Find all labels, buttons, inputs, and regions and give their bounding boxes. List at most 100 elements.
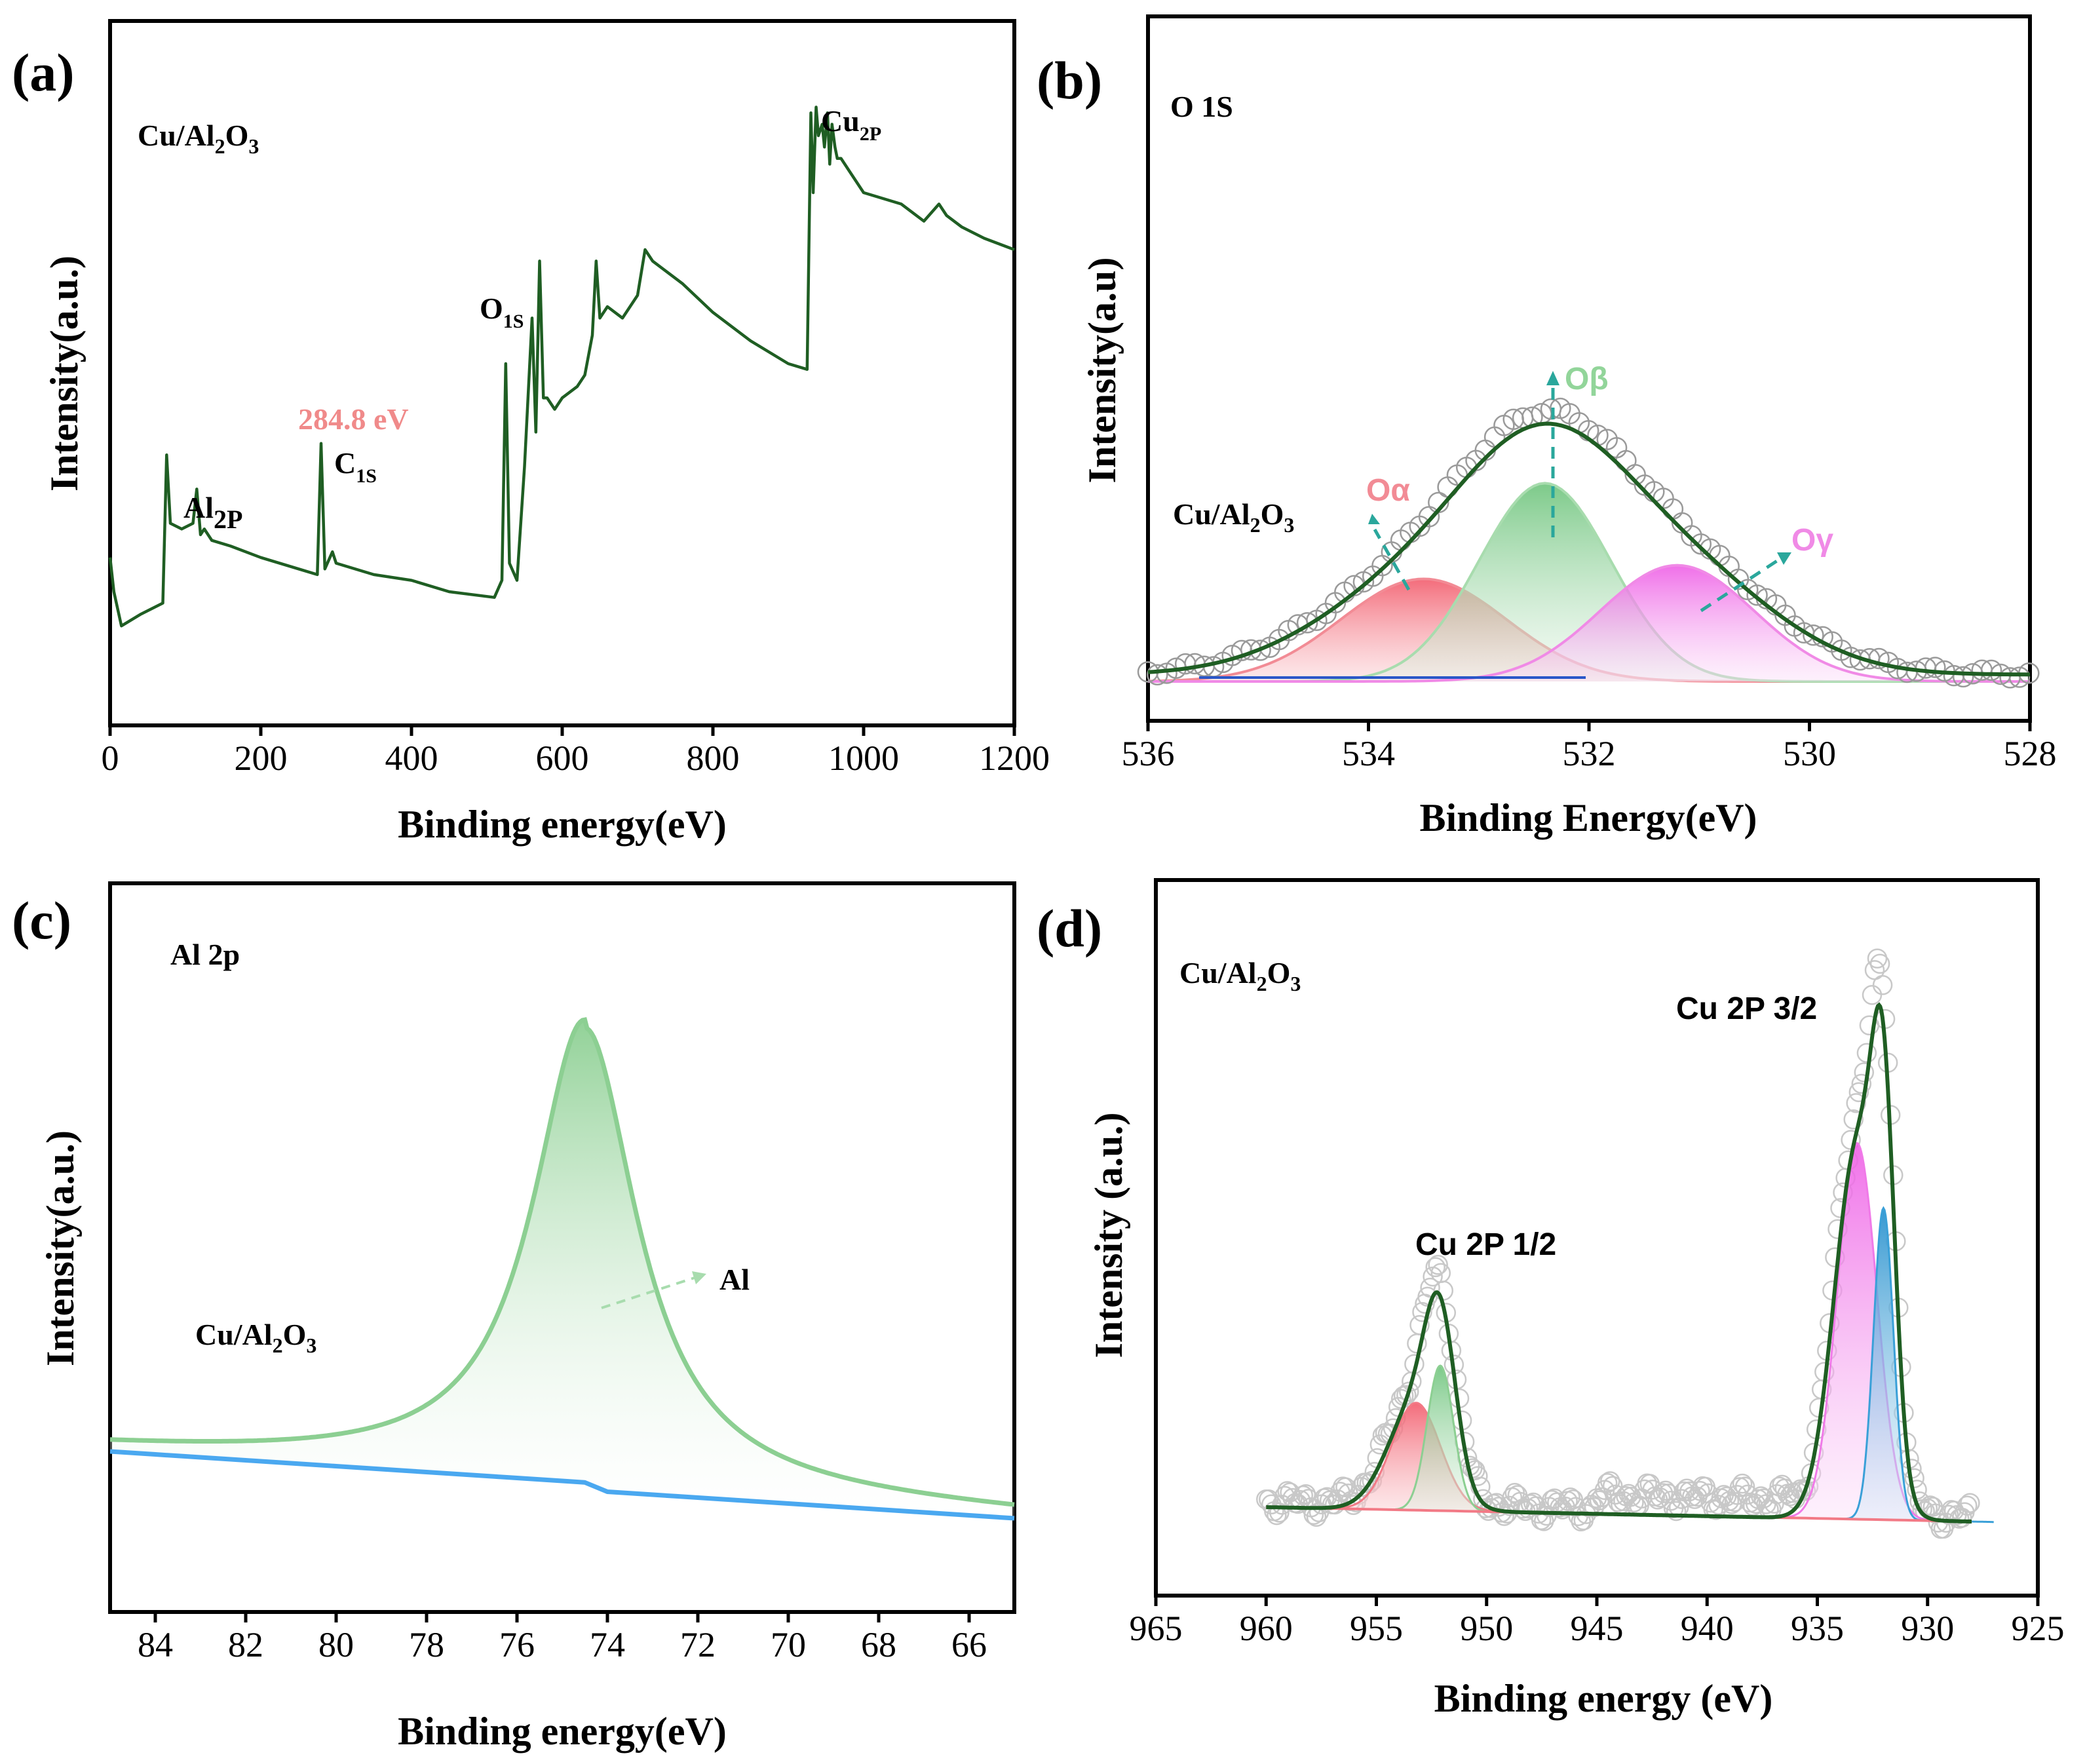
- panel-b-letter: (b): [1037, 50, 1102, 110]
- panel-b-sample-label: Cu/Al2O3: [1173, 497, 1294, 537]
- x-tick-label: 955: [1350, 1609, 1403, 1648]
- x-tick-label: 536: [1122, 734, 1175, 773]
- panel-c-arrow-al: [601, 1276, 695, 1309]
- raw-point: [1980, 659, 2002, 681]
- peak-fill: [1148, 565, 2030, 681]
- raw-point: [1957, 1495, 1978, 1516]
- x-tick-label: 940: [1681, 1609, 1734, 1648]
- panel-d-xlabel: Binding energy (eV): [1434, 1677, 1773, 1720]
- panel-b-ogamma-label: Oγ: [1791, 523, 1833, 558]
- x-tick-label: 1000: [828, 738, 899, 778]
- raw-point: [1938, 1505, 1959, 1525]
- x-tick-label: 80: [318, 1625, 354, 1664]
- panel-c-ticks: 84 82 80 78 76 74 72 70 68 66: [138, 1612, 987, 1664]
- panel-b-ticks: 536 534 532 530 528: [1122, 721, 2057, 773]
- peak-fill: [1148, 483, 2030, 681]
- x-tick-label: 945: [1571, 1609, 1624, 1648]
- panel-a-al2p-label: Al2P: [183, 491, 242, 534]
- x-tick-label: 84: [138, 1625, 173, 1664]
- x-tick-label: 0: [102, 738, 119, 778]
- panel-c-al-peak-line: [109, 1017, 1015, 1507]
- raw-point: [1147, 664, 1168, 685]
- raw-point: [1729, 1477, 1750, 1497]
- x-tick-label: 66: [951, 1625, 987, 1664]
- raw-point: [1862, 985, 1883, 1005]
- panel-a-sample-label: Cu/Al2O3: [138, 119, 259, 158]
- panel-d-ticks: 965 960 955 950 945 940 935 930 925: [1130, 1596, 2065, 1648]
- raw-point: [1295, 1484, 1316, 1505]
- x-tick-label: 72: [680, 1625, 716, 1664]
- raw-point: [1854, 1062, 1875, 1083]
- panel-d: (d) 965 960 955 950 945 940 935 930 925 Cu/Al2O3…: [1037, 878, 2065, 1720]
- panel-b-envelope: [1147, 421, 2031, 677]
- panel-b-xlabel: Binding Energy(eV): [1419, 796, 1757, 839]
- raw-point: [1425, 1257, 1445, 1278]
- panel-a-ylabel: Intensity(a.u.): [43, 256, 86, 491]
- raw-point: [1399, 1381, 1419, 1402]
- raw-point: [1671, 1489, 1692, 1509]
- x-tick-label: 925: [2012, 1609, 2065, 1648]
- panel-b-obeta-label: Oβ: [1565, 362, 1609, 396]
- panel-c-title: Al 2p: [170, 938, 240, 971]
- raw-point: [1250, 640, 1271, 661]
- panel-d-peaks: [1305, 1141, 1994, 1524]
- panel-b-oalpha-label: Oα: [1366, 473, 1410, 508]
- x-tick-label: 78: [409, 1625, 444, 1664]
- panel-c-letter: (c): [12, 891, 71, 950]
- panel-c-xlabel: Binding energy(eV): [398, 1710, 727, 1753]
- panel-c-background-line: [109, 1449, 1015, 1521]
- panel-b-arrow-oalpha: [1373, 528, 1411, 591]
- raw-point: [1597, 1473, 1618, 1493]
- panel-b-arrowhead-ogamma: [1777, 552, 1791, 565]
- x-tick-label: 528: [2004, 734, 2057, 773]
- panel-c-ylabel: Intensity(a.u.): [39, 1130, 82, 1366]
- x-tick-label: 68: [861, 1625, 896, 1664]
- panel-a-o1s-label: O1S: [480, 292, 524, 332]
- raw-point: [1653, 1483, 1674, 1503]
- x-tick-label: 82: [228, 1625, 263, 1664]
- raw-point: [1924, 657, 1946, 678]
- raw-point: [1296, 612, 1318, 634]
- x-tick-label: 935: [1791, 1609, 1844, 1648]
- x-tick-label: 800: [687, 738, 740, 778]
- panel-a-ticks: 0 200 400 600 800 1000 1200: [102, 725, 1050, 778]
- panel-d-cu2p12-label: Cu 2P 1/2: [1415, 1227, 1556, 1262]
- raw-point: [1756, 1494, 1776, 1514]
- panel-c: (c) 84 82 80 78 76 74 72 70 68 66 Al 2p Cu/Al2O3 …: [12, 881, 1016, 1753]
- raw-point: [1868, 647, 1890, 670]
- x-tick-label: 930: [1901, 1609, 1954, 1648]
- raw-point: [1803, 624, 1824, 646]
- panel-a-c1s-label: C1S: [334, 446, 377, 487]
- raw-point: [1960, 1493, 1980, 1513]
- panel-b-ylabel: Intensity(a.u): [1081, 257, 1124, 483]
- panel-a-cu2p-label: Cu2P: [821, 104, 881, 145]
- raw-point: [1560, 1487, 1580, 1508]
- x-tick-label: 200: [235, 738, 288, 778]
- raw-point: [1412, 1301, 1432, 1322]
- peak-fill: [1329, 1366, 1551, 1513]
- panel-c-sample-label: Cu/Al2O3: [195, 1318, 316, 1357]
- peak-fill: [1148, 579, 2030, 681]
- panel-d-envelope: [1266, 1002, 1972, 1524]
- raw-point: [1846, 1093, 1866, 1113]
- panel-c-al-peak-fill: [110, 1020, 1014, 1518]
- panel-b-title: O 1S: [1170, 90, 1233, 123]
- raw-point: [1409, 1314, 1430, 1335]
- panel-d-cu2p32-label: Cu 2P 3/2: [1676, 991, 1817, 1026]
- panel-b-arrowhead-obeta: [1546, 371, 1559, 385]
- panel-c-arrowhead-al: [692, 1271, 706, 1284]
- panel-b-arrow-ogamma: [1700, 556, 1782, 613]
- raw-point: [1869, 953, 1890, 974]
- raw-point: [1732, 1473, 1753, 1494]
- raw-point: [1584, 1497, 1605, 1518]
- x-tick-label: 965: [1130, 1609, 1183, 1648]
- raw-point: [1420, 1277, 1440, 1298]
- panel-d-letter: (d): [1037, 898, 1102, 958]
- x-tick-label: 530: [1783, 734, 1836, 773]
- x-tick-label: 600: [536, 738, 589, 778]
- panel-d-ylabel: Intensity (a.u.): [1087, 1112, 1130, 1358]
- x-tick-label: 76: [499, 1625, 535, 1664]
- raw-point: [1904, 1468, 1924, 1489]
- raw-point: [1856, 1043, 1877, 1064]
